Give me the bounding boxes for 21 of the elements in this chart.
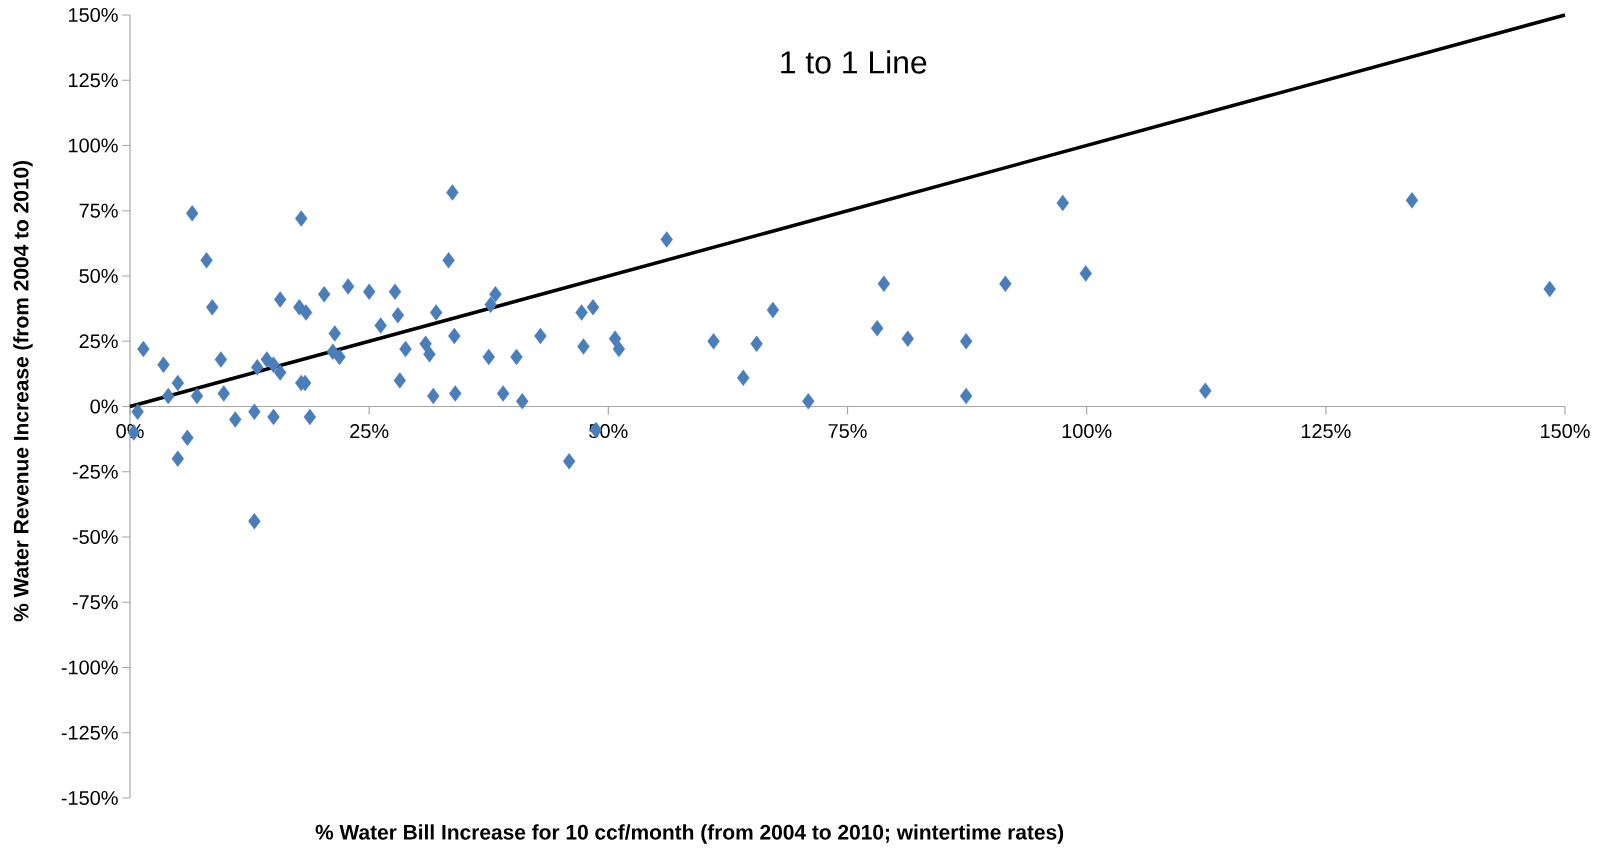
x-tick-label: 150% — [1541, 424, 1590, 439]
y-tick-label: -150% — [61, 790, 118, 806]
y-tick-label: -50% — [72, 529, 118, 545]
y-tick-label: -100% — [61, 660, 118, 675]
y-tick-label: 150% — [69, 7, 118, 23]
y-tick-label: -25% — [72, 464, 118, 479]
x-tick-label: 125% — [1301, 424, 1351, 439]
x-tick-label: 25% — [350, 424, 389, 439]
y-tick-label: 125% — [69, 73, 118, 88]
x-tick-label: 75% — [828, 424, 867, 439]
y-tick-label: 100% — [69, 138, 118, 153]
x-axis-title: % Water Bill Increase for 10 ccf/month (from 2004 to 2010; wintertime rates) — [315, 824, 1064, 844]
y-tick-label: 75% — [79, 203, 118, 218]
y-tick-label: -75% — [72, 595, 118, 610]
y-tick-label: 25% — [79, 334, 118, 349]
annotation: 1 to 1 Line — [781, 50, 927, 74]
x-tick-label: 100% — [1062, 424, 1112, 439]
y-tick-label: 50% — [79, 268, 118, 284]
y-axis-title: % Water Revenue Increase (from 2004 to 2010) — [13, 160, 33, 622]
y-tick-label: 0% — [90, 399, 118, 414]
y-tick-label: -125% — [61, 725, 118, 740]
